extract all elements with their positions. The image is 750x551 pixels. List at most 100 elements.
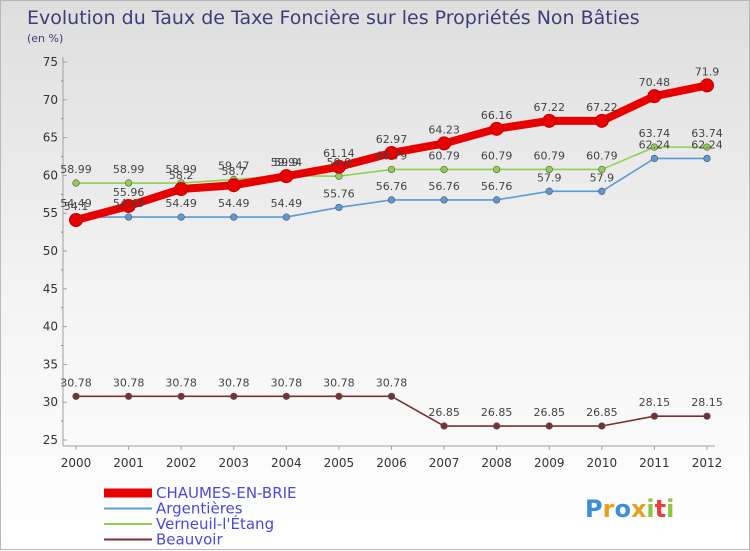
data-point: [650, 412, 659, 420]
data-point: [384, 145, 399, 160]
data-point: [124, 213, 133, 221]
data-label: 54.49: [113, 197, 145, 210]
data-point: [440, 165, 448, 174]
data-label: 55.96: [113, 186, 145, 199]
data-label: 26.85: [586, 406, 618, 419]
data-label: 59.9: [274, 156, 299, 169]
data-point: [493, 196, 501, 204]
x-tick-label: 2005: [324, 456, 355, 470]
data-label: 26.85: [534, 406, 566, 419]
data-point: [226, 178, 241, 193]
data-point: [335, 172, 343, 180]
data-label: 58.7: [222, 165, 247, 178]
data-point: [703, 154, 711, 163]
data-point: [177, 213, 185, 221]
data-point: [493, 165, 501, 174]
data-label: 56.76: [481, 180, 513, 193]
data-point: [437, 136, 452, 151]
chart-subtitle: (en %): [27, 32, 63, 45]
data-point: [493, 422, 501, 430]
data-label: 54.49: [165, 197, 197, 210]
x-tick-label: 2002: [166, 456, 197, 470]
data-point: [440, 196, 448, 204]
data-point: [174, 182, 189, 197]
x-tick-label: 2007: [429, 456, 460, 470]
data-label: 30.78: [165, 376, 197, 389]
data-point: [282, 213, 290, 221]
data-label: 30.78: [271, 376, 303, 389]
x-tick-label: 2003: [218, 456, 249, 470]
data-label: 60.79: [376, 149, 408, 162]
data-label: 63.74: [639, 127, 671, 140]
data-label: 64.23: [428, 123, 460, 136]
x-tick-label: 2000: [61, 456, 92, 470]
data-label: 71.9: [695, 65, 720, 78]
data-label: 58.99: [113, 163, 145, 176]
x-tick-label: 2006: [376, 456, 407, 470]
data-label: 62.97: [376, 133, 408, 146]
logo-letter: o: [614, 495, 631, 523]
data-label: 58.99: [165, 163, 197, 176]
data-point: [387, 196, 396, 204]
data-point: [177, 392, 185, 400]
x-tick-label: 2011: [639, 456, 670, 470]
data-label: 70.48: [639, 76, 671, 89]
data-label: 67.22: [586, 101, 618, 114]
legend-label: Beauvoir: [156, 531, 223, 549]
legend-label: Verneuil-l'Étang: [156, 514, 274, 533]
data-label: 58.2: [169, 169, 194, 182]
y-tick-label: 60: [43, 168, 58, 182]
logo-letter: t: [655, 495, 666, 523]
logo-letter: i: [666, 495, 674, 523]
data-point: [489, 121, 504, 136]
data-label: 54.49: [271, 197, 303, 210]
data-point: [650, 154, 659, 163]
data-point: [700, 78, 714, 93]
data-label: 54.49: [60, 197, 92, 210]
data-point: [335, 203, 343, 212]
y-tick-label: 30: [43, 395, 58, 409]
data-point: [598, 165, 606, 174]
x-tick-label: 2001: [113, 456, 144, 470]
data-label: 59.94: [271, 156, 303, 169]
y-tick-label: 40: [43, 320, 58, 334]
y-tick-label: 35: [43, 357, 58, 371]
data-label: 60.79: [428, 149, 460, 162]
data-point: [282, 392, 290, 400]
data-point: [387, 165, 396, 174]
data-point: [440, 422, 448, 430]
data-label: 55.76: [323, 187, 355, 200]
x-tick-label: 2009: [534, 456, 565, 470]
data-point: [703, 412, 711, 420]
data-label: 58.99: [60, 163, 92, 176]
x-tick-label: 2004: [271, 456, 302, 470]
data-label: 30.78: [113, 376, 145, 389]
data-label: 28.15: [691, 396, 723, 409]
y-tick-label: 50: [43, 244, 58, 258]
data-point: [598, 187, 606, 195]
data-point: [230, 213, 238, 221]
data-point: [545, 422, 553, 430]
data-label: 26.85: [481, 406, 513, 419]
proxiti-logo: Proxiti: [585, 495, 674, 523]
data-point: [545, 187, 553, 195]
logo-letter: r: [603, 495, 615, 523]
data-label: 60.79: [481, 149, 513, 162]
legend-label: Argentières: [156, 500, 243, 518]
logo-letter: P: [585, 495, 603, 523]
y-tick-label: 45: [43, 282, 58, 296]
data-point: [72, 179, 80, 187]
data-label: 30.78: [376, 376, 408, 389]
data-point: [335, 392, 343, 400]
data-label: 56.76: [376, 180, 408, 193]
data-label: 54.1: [64, 200, 89, 213]
data-label: 61.14: [323, 147, 355, 160]
data-label: 30.78: [60, 376, 92, 389]
logo-letter: x: [631, 495, 647, 523]
data-point: [69, 213, 83, 228]
x-tick-label: 2012: [692, 456, 723, 470]
data-label: 62.24: [639, 138, 671, 151]
data-point: [124, 392, 133, 400]
data-label: 57.9: [590, 171, 615, 184]
